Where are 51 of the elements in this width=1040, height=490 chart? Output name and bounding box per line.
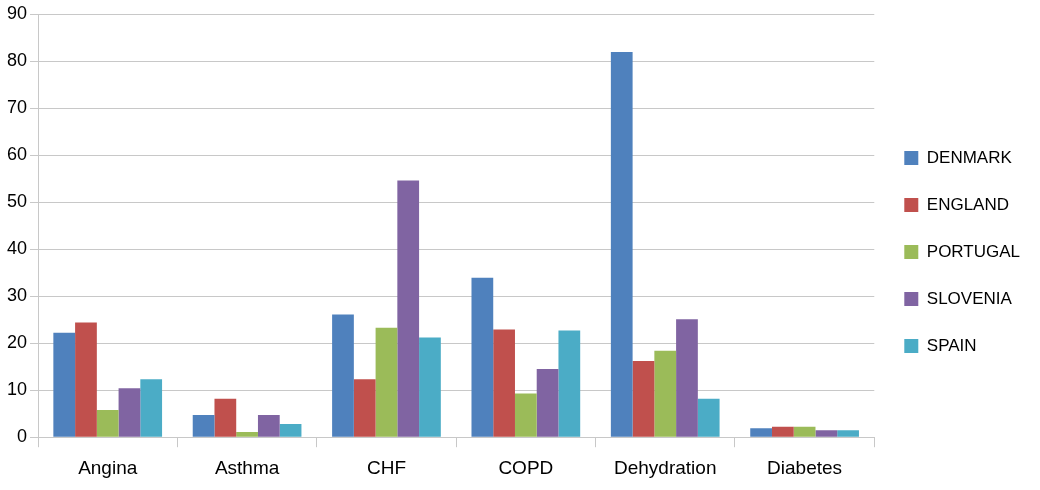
bar xyxy=(697,398,720,437)
x-tick-label: CHF xyxy=(366,456,406,478)
legend-label: PORTUGAL xyxy=(926,241,1021,261)
bar xyxy=(793,426,816,437)
x-tick-label: Angina xyxy=(78,456,138,478)
y-tick-label: 90 xyxy=(6,2,28,23)
bar xyxy=(353,379,376,437)
y-tick-label: 50 xyxy=(6,191,28,212)
y-tick-label: 10 xyxy=(6,379,28,400)
bar xyxy=(236,432,258,437)
x-tick-label: Asthma xyxy=(214,456,280,478)
legend-label: SPAIN xyxy=(926,335,977,355)
bar xyxy=(375,327,398,437)
y-tick-label: 20 xyxy=(6,332,28,353)
bar xyxy=(471,277,494,437)
y-tick-label: 0 xyxy=(17,426,28,447)
legend-label: DENMARK xyxy=(926,147,1013,167)
x-tick-label: Dehydration xyxy=(614,456,717,478)
y-tick-label: 60 xyxy=(6,144,28,165)
bar xyxy=(676,319,698,437)
y-tick-label: 80 xyxy=(6,49,28,70)
y-tick-label: 30 xyxy=(6,285,28,306)
bar xyxy=(558,330,581,437)
bar xyxy=(632,361,655,437)
x-tick-label: Diabetes xyxy=(767,456,843,478)
bar xyxy=(257,415,280,437)
bar xyxy=(96,409,119,437)
x-tick-label: COPD xyxy=(498,456,554,478)
bar xyxy=(771,426,794,437)
bar xyxy=(654,350,677,437)
bar xyxy=(493,329,515,437)
bar xyxy=(214,398,237,437)
bar xyxy=(279,424,302,437)
bar xyxy=(536,369,559,437)
bar xyxy=(837,430,859,437)
bar xyxy=(514,393,537,437)
bar xyxy=(140,379,163,437)
legend-label: SLOVENIA xyxy=(926,288,1013,308)
bar xyxy=(610,52,633,437)
bar xyxy=(332,314,354,437)
legend-label: ENGLAND xyxy=(926,194,1009,214)
bar xyxy=(53,332,76,437)
y-tick-label: 70 xyxy=(6,97,28,118)
bar xyxy=(192,415,215,437)
bar xyxy=(815,430,838,437)
bar xyxy=(397,180,420,437)
y-tick-label: 40 xyxy=(6,238,28,259)
bar xyxy=(75,322,97,437)
bar xyxy=(750,428,772,437)
bar xyxy=(118,388,141,437)
bar xyxy=(419,337,441,437)
